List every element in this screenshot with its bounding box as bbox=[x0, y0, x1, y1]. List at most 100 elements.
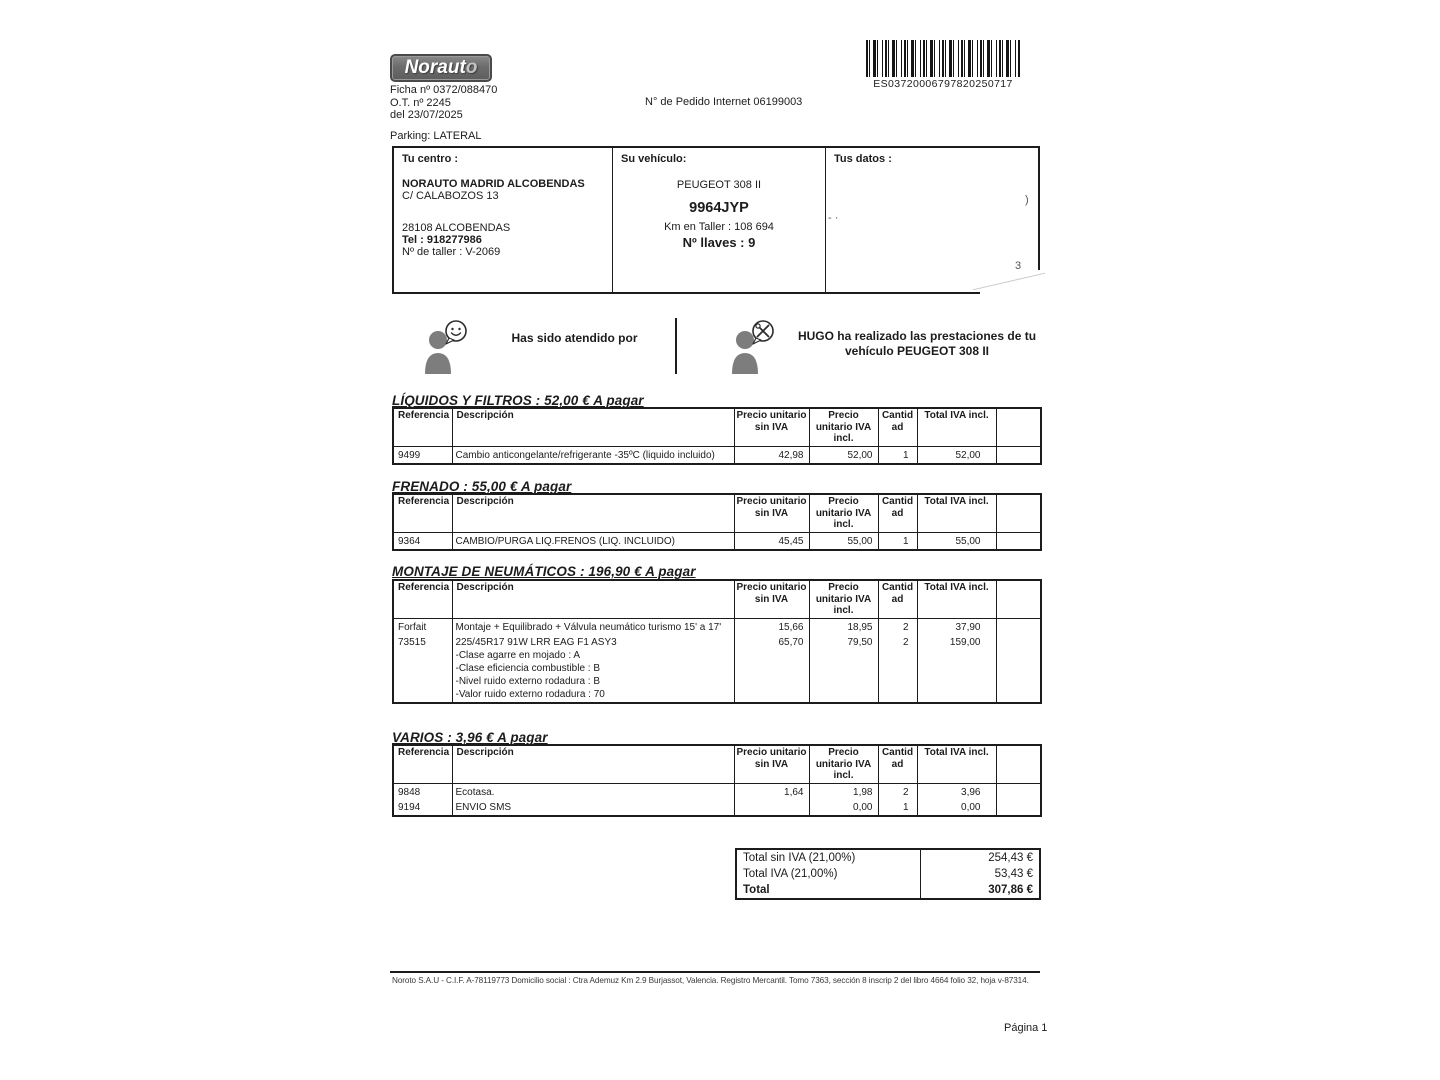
table-row: 73515 225/45R17 91W LRR EAG F1 ASY3 -Clase… bbox=[392, 634, 1042, 703]
parking-label: Parking: LATERAL bbox=[390, 130, 482, 142]
table-header-row: Referencia Descripción Precio unitario sin… bbox=[392, 744, 1042, 784]
table-row: 9364 CAMBIO/PURGA LIQ.FRENOS (LIQ. INCLUI… bbox=[392, 532, 1042, 550]
empty-cell bbox=[995, 634, 1042, 703]
logo-last-letter: o bbox=[465, 57, 478, 78]
quantity-cell: 2 bbox=[877, 634, 918, 703]
unit-price-vat-cell: 0,00 bbox=[808, 799, 879, 816]
ref-cell: 73515 bbox=[392, 634, 453, 703]
total-label: Total bbox=[737, 882, 921, 898]
unit-price-no-vat-cell bbox=[733, 799, 810, 816]
table-header-cell: Precio unitario sin IVA bbox=[733, 493, 810, 533]
table-header-row: Referencia Descripción Precio unitario sin… bbox=[392, 493, 1042, 533]
vehicle-keys: Nº llaves : 9 bbox=[682, 235, 756, 250]
line-items-table: Referencia Descripción Precio unitario sin… bbox=[392, 744, 1042, 817]
line-items-table: Referencia Descripción Precio unitario sin… bbox=[392, 579, 1042, 704]
table-header-cell: Precio unitario sin IVA bbox=[733, 744, 810, 784]
description-line: Ecotasa. bbox=[455, 786, 495, 798]
table-header-cell: Precio unitario sin IVA bbox=[733, 407, 810, 447]
table-header-cell: Referencia bbox=[392, 744, 453, 784]
total-sin-iva-label: Total sin IVA (21,00%) bbox=[737, 850, 921, 866]
section-title: VARIOS : 3,96 € A pagar bbox=[392, 730, 548, 745]
quantity-cell: 1 bbox=[877, 532, 918, 550]
total-cell: 0,00 bbox=[916, 799, 997, 816]
table-header-cell: Referencia bbox=[392, 579, 453, 619]
description-line: -Nivel ruido externo rodadura : B bbox=[455, 675, 601, 687]
description-line: CAMBIO/PURGA LIQ.FRENOS (LIQ. INCLUIDO) bbox=[455, 535, 675, 547]
info-box: Tu centro : NORAUTO MADRID ALCOBENDAS C/… bbox=[392, 146, 1040, 294]
table-header-cell: Descripción bbox=[451, 493, 735, 533]
total-iva-value: 53,43 € bbox=[994, 868, 1033, 880]
centro-city: 28108 ALCOBENDAS bbox=[402, 222, 511, 234]
norauto-logo: Norauto bbox=[390, 54, 492, 82]
section-title: LÍQUIDOS Y FILTROS : 52,00 € A pagar bbox=[392, 393, 644, 408]
barcode-text: ES03720006797820250717 bbox=[873, 78, 1013, 90]
table-header-cell: Referencia bbox=[392, 493, 453, 533]
description-cell: 225/45R17 91W LRR EAG F1 ASY3 -Clase agar… bbox=[451, 634, 735, 703]
table-header-row: Referencia Descripción Precio unitario sin… bbox=[392, 579, 1042, 619]
centro-title: Tu centro : bbox=[402, 153, 459, 165]
table-header-cell: Total IVA incl. bbox=[916, 407, 997, 447]
table-header-cell: Descripción bbox=[451, 407, 735, 447]
ref-cell: 9848 bbox=[392, 783, 453, 800]
table-header-cell bbox=[995, 579, 1042, 619]
table-header-cell: Cantidad bbox=[877, 744, 918, 784]
unit-price-vat-cell: 55,00 bbox=[808, 532, 879, 550]
table-header-cell: Referencia bbox=[392, 407, 453, 447]
ref-cell: Forfait bbox=[392, 618, 453, 635]
empty-cell bbox=[995, 799, 1042, 816]
total-cell: 52,00 bbox=[916, 446, 997, 464]
table-row: 9848 Ecotasa. 1,64 1,98 2 3,96 bbox=[392, 783, 1042, 800]
table-row: 9499 Cambio anticongelante/refrigerante -… bbox=[392, 446, 1042, 464]
ref-cell: 9194 bbox=[392, 799, 453, 816]
unit-price-vat-cell: 18,95 bbox=[808, 618, 879, 635]
datos-title: Tus datos : bbox=[834, 153, 892, 165]
document-date: del 23/07/2025 bbox=[390, 109, 463, 122]
empty-cell bbox=[995, 618, 1042, 635]
description-line: -Clase eficiencia combustible : B bbox=[455, 662, 601, 674]
unit-price-vat-cell: 52,00 bbox=[808, 446, 879, 464]
unit-price-vat-cell: 79,50 bbox=[808, 634, 879, 703]
scan-artifact: 3 bbox=[1015, 260, 1022, 272]
line-items-table: Referencia Descripción Precio unitario sin… bbox=[392, 493, 1042, 551]
page-number: Página 1 bbox=[1004, 1022, 1048, 1034]
document-reference-block: Ficha nº 0372/088470 O.T. nº 2245 del 23… bbox=[390, 84, 497, 122]
unit-price-no-vat-cell: 1,64 bbox=[733, 783, 810, 800]
total-sin-iva-row: Total sin IVA (21,00%) 254,43 € bbox=[737, 850, 1039, 866]
table-header-cell: Descripción bbox=[451, 744, 735, 784]
datos-column: Tus datos : bbox=[825, 148, 1040, 292]
description-line: Montaje + Equilibrado + Válvula neumátic… bbox=[455, 621, 722, 633]
total-value: 307,86 € bbox=[988, 884, 1033, 896]
vehicle-model: PEUGEOT 308 II bbox=[676, 179, 762, 191]
description-cell: ENVIO SMS bbox=[451, 799, 735, 816]
quantity-cell: 2 bbox=[877, 618, 918, 635]
footer-legal-text: Noroto S.A.U - C.I.F. A-78119773 Domicil… bbox=[392, 976, 1029, 985]
vehicle-plate: 9964JYP bbox=[689, 200, 749, 216]
work-done-text: HUGO ha realizado las prestaciones de tu… bbox=[797, 329, 1037, 358]
vehiculo-title: Su vehículo: bbox=[621, 153, 687, 165]
centro-column: Tu centro : NORAUTO MADRID ALCOBENDAS C/… bbox=[394, 148, 612, 292]
quantity-cell: 1 bbox=[877, 446, 918, 464]
mechanic-person-icon bbox=[732, 320, 774, 374]
line-items-table: Referencia Descripción Precio unitario sin… bbox=[392, 407, 1042, 465]
table-header-cell: Total IVA incl. bbox=[916, 744, 997, 784]
barcode bbox=[866, 40, 1020, 77]
table-row: 9194 ENVIO SMS 0,00 1 0,00 bbox=[392, 799, 1042, 816]
description-line: -Clase agarre en mojado : A bbox=[455, 649, 581, 661]
unit-price-no-vat-cell: 42,98 bbox=[733, 446, 810, 464]
unit-price-vat-cell: 1,98 bbox=[808, 783, 879, 800]
quantity-cell: 2 bbox=[877, 783, 918, 800]
total-cell: 159,00 bbox=[916, 634, 997, 703]
description-line: -Valor ruido externo rodadura : 70 bbox=[455, 688, 605, 700]
description-line: ENVIO SMS bbox=[455, 801, 512, 813]
centro-name: NORAUTO MADRID ALCOBENDAS bbox=[402, 178, 585, 190]
norauto-logo-text: Norauto bbox=[404, 57, 478, 78]
table-header-cell: Precio unitario IVA incl. bbox=[808, 579, 879, 619]
totals-box: Total sin IVA (21,00%) 254,43 € Total IV… bbox=[735, 848, 1041, 900]
table-header-cell: Precio unitario IVA incl. bbox=[808, 493, 879, 533]
table-row: Forfait Montaje + Equilibrado + Válvula n… bbox=[392, 618, 1042, 635]
internet-order-number: N° de Pedido Internet 06199003 bbox=[645, 96, 803, 108]
ot-number: O.T. nº 2245 bbox=[390, 96, 451, 109]
table-header-cell bbox=[995, 744, 1042, 784]
description-line: Cambio anticongelante/refrigerante -35ºC… bbox=[455, 449, 715, 461]
